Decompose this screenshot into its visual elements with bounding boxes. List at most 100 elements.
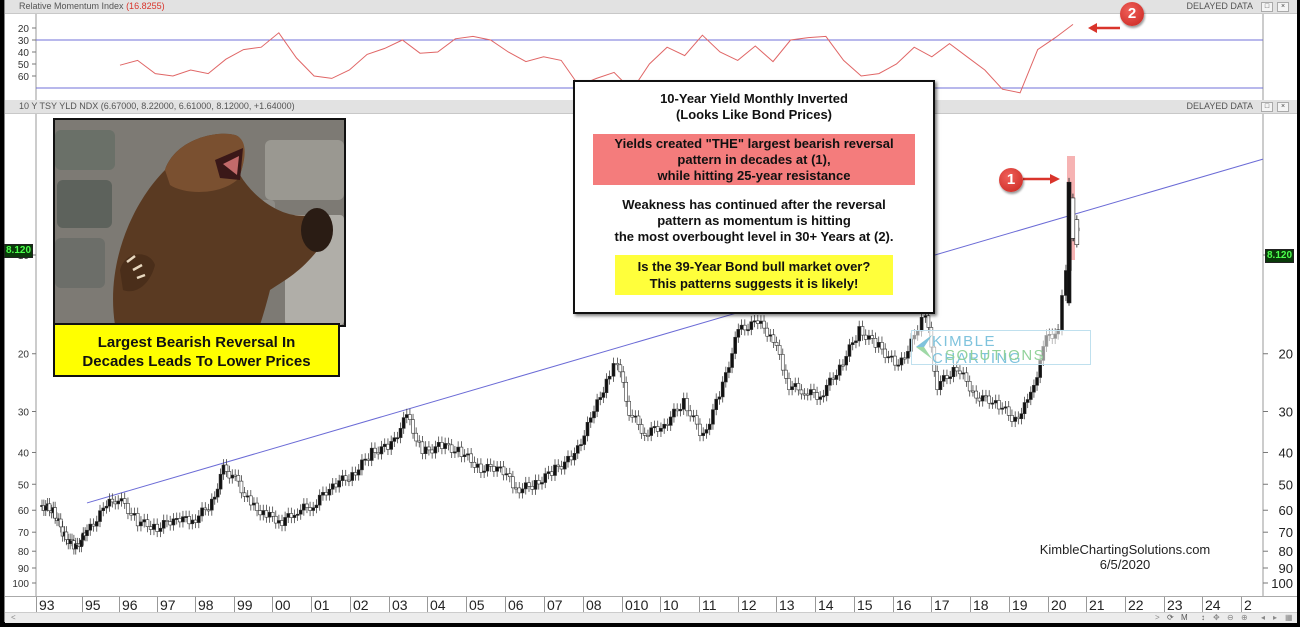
kimble-watermark: KIMBLE CHARTING SOLUTIONS [911,330,1091,367]
x-axis-label: 06 [505,597,544,613]
svg-text:80: 80 [18,547,30,558]
marker-2-arrow [1088,23,1120,33]
chart-window: Relative Momentum Index (16.8255) DELAYE… [4,0,1297,623]
x-axis-label: 04 [427,597,466,613]
watermark-line1: KIMBLE CHARTING [932,333,1023,367]
x-axis-label: 93 [36,597,82,613]
price-delayed-data: DELAYED DATA [1186,101,1253,111]
x-axis-label: 15 [854,597,893,613]
svg-text:50: 50 [18,60,30,71]
bear-caption: Largest Bearish Reversal In Decades Lead… [53,323,340,377]
annotation-yellow-highlight: Is the 39-Year Bond bull market over? Th… [615,255,893,295]
svg-text:30: 30 [18,407,30,418]
svg-text:20: 20 [18,350,30,361]
annotation-body: Weakness has continued after the reversa… [614,197,894,244]
vertical-scale-icon[interactable]: ↕ [1201,613,1205,622]
svg-text:100: 100 [12,579,29,590]
close-icon[interactable]: × [1277,102,1289,112]
svg-text:90: 90 [18,564,30,575]
next-icon[interactable]: ▸ [1273,613,1278,622]
x-axis-label: 23 [1164,597,1202,613]
marker-1-arrow [1023,174,1060,184]
candlesticks [40,177,1080,555]
x-axis-label: 010 [622,597,660,613]
svg-text:60: 60 [1279,503,1293,518]
x-axis-label: 24 [1202,597,1241,613]
annotation-title: 10-Year Yield Monthly Inverted (Looks Li… [660,91,848,122]
restore-icon[interactable]: □ [1261,2,1273,12]
rmi-line [119,23,1074,94]
x-axis-label: 98 [195,597,234,613]
scroll-left-icon[interactable]: < [11,613,16,622]
restore-icon[interactable]: □ [1261,102,1273,112]
rmi-panel-header: Relative Momentum Index (16.8255) DELAYE… [5,0,1297,14]
svg-text:20: 20 [1279,347,1293,362]
x-axis-label: 10 [660,597,699,613]
x-axis-label: 22 [1125,597,1164,613]
close-icon[interactable]: × [1277,2,1289,12]
refresh-icon[interactable]: ⟳ [1167,613,1174,622]
price-title: 10 Y TSY YLD NDX (6.67000, 8.22000, 6.61… [19,101,295,111]
x-axis-label: 18 [970,597,1009,613]
x-axis-label: 96 [119,597,157,613]
annotation-red-highlight: Yields created "THE" largest bearish rev… [593,134,915,185]
credit-date: 6/5/2020 [1099,557,1151,572]
watermark-line2: SOLUTIONS [945,347,1046,364]
last-price-tag-left: 8.120 [4,244,34,258]
bear-illustration [55,120,344,325]
credit: KimbleChartingSolutions.com 6/5/2020 [1030,542,1220,572]
svg-text:60: 60 [18,506,30,517]
svg-text:100: 100 [1271,576,1293,591]
x-axis-label: 13 [776,597,815,613]
credit-site: KimbleChartingSolutions.com [1039,542,1211,557]
x-axis-label: 05 [466,597,505,613]
zoom-in-icon[interactable]: ⊕ [1241,613,1248,622]
x-axis-label: 17 [931,597,970,613]
x-axis-label: 97 [157,597,195,613]
x-axis-label: 95 [82,597,119,613]
x-axis-label: 07 [544,597,583,613]
price-y-axis-left: 102030405060708090100 [12,251,36,590]
svg-text:50: 50 [1279,477,1293,492]
x-axis-label: 21 [1086,597,1125,613]
x-axis-label: 03 [389,597,427,613]
x-axis: 93 95 96 97 98 99 00 01 02 03 04 05 06 07 08 010 10 11 12 1… [5,596,1297,613]
last-price-tag-right: 8.120 [1265,249,1295,263]
rmi-delayed-data: DELAYED DATA [1186,1,1253,11]
svg-text:50: 50 [18,480,30,491]
svg-text:40: 40 [18,448,30,459]
rmi-title: Relative Momentum Index (16.8255) [19,1,165,11]
bear-image [53,118,346,327]
x-axis-label: 11 [699,597,738,613]
svg-text:30: 30 [1279,404,1293,419]
scroll-right-icon[interactable]: > [1155,613,1160,622]
x-axis-label: 2 [1241,597,1263,613]
x-axis-label: 08 [583,597,622,613]
zoom-out-icon[interactable]: ⊖ [1227,613,1234,622]
price-y-axis-right: 102030405060708090100 [1263,248,1293,591]
rmi-value: (16.8255) [126,1,165,11]
grid-icon[interactable]: ▦ [1285,613,1293,622]
pan-icon[interactable]: ✥ [1213,613,1220,622]
svg-text:80: 80 [1279,544,1293,559]
mode-m-icon[interactable]: M [1181,613,1188,622]
annotation-box: 10-Year Yield Monthly Inverted (Looks Li… [573,80,935,314]
x-axis-label: 12 [738,597,776,613]
svg-text:90: 90 [1279,561,1293,576]
svg-text:70: 70 [1279,525,1293,540]
svg-text:20: 20 [18,24,30,35]
svg-text:70: 70 [18,528,30,539]
x-axis-label: 14 [815,597,854,613]
marker-2: 2 [1120,2,1144,26]
x-axis-label: 00 [272,597,311,613]
prev-icon[interactable]: ◂ [1261,613,1266,622]
marker-1: 1 [999,168,1023,192]
x-axis-label: 19 [1009,597,1048,613]
status-bar: < > ⟳ M ↕ ✥ ⊖ ⊕ ◂ ▸ ▦ [5,612,1297,623]
x-axis-label: 02 [350,597,389,613]
svg-text:40: 40 [1279,445,1293,460]
x-axis-label: 01 [311,597,350,613]
x-axis-label: 16 [893,597,931,613]
kimble-logo-icon [916,335,932,359]
